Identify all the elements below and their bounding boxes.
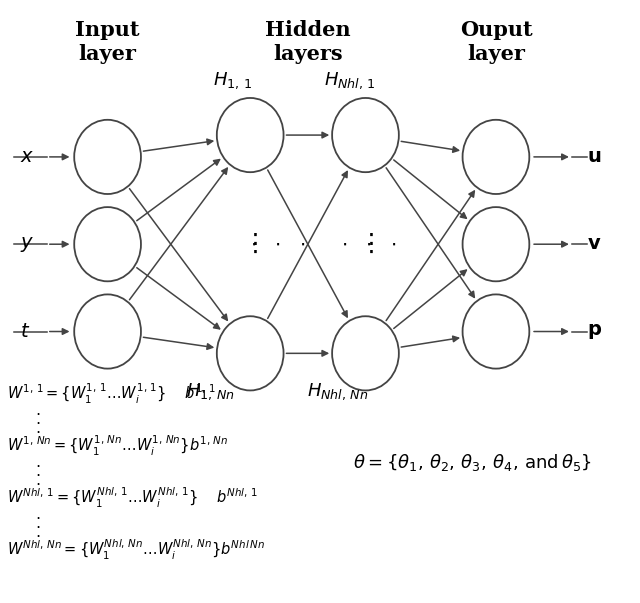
Text: $\cdot$: $\cdot$ bbox=[390, 235, 396, 253]
Text: $\cdot$: $\cdot$ bbox=[365, 235, 372, 253]
Text: $\mathbf{p}$: $\mathbf{p}$ bbox=[587, 322, 602, 341]
Text: $\cdot$: $\cdot$ bbox=[35, 466, 40, 483]
Text: $\cdot$: $\cdot$ bbox=[35, 475, 40, 492]
Text: $\cdot$: $\cdot$ bbox=[35, 456, 40, 474]
Text: $W^{1,\, Nn} = \{W^{1,\, Nn}_{1} \ldots W^{1,\, Nn}_{i}\}b^{1,\, Nn}$: $W^{1,\, Nn} = \{W^{1,\, Nn}_{1} \ldots … bbox=[8, 434, 229, 458]
Text: $\cdot$: $\cdot$ bbox=[35, 405, 40, 422]
Text: $\cdot$: $\cdot$ bbox=[275, 235, 280, 253]
Text: $H_{1,\, Nn}$: $H_{1,\, Nn}$ bbox=[186, 381, 235, 402]
Ellipse shape bbox=[217, 316, 284, 390]
Ellipse shape bbox=[74, 207, 141, 282]
Text: $\mathbf{v}$: $\mathbf{v}$ bbox=[587, 235, 602, 253]
Text: $W^{Nhl,\, Nn} = \{W^{Nhl,\, Nn}_{1} \ldots W^{Nhl,\, Nn}_{i}\} b^{Nhl\, Nn}$: $W^{Nhl,\, Nn} = \{W^{Nhl,\, Nn}_{1} \ld… bbox=[8, 538, 266, 562]
Text: $\cdot$: $\cdot$ bbox=[35, 414, 40, 431]
Text: $t$: $t$ bbox=[20, 323, 30, 341]
Text: $\cdot$: $\cdot$ bbox=[35, 423, 40, 440]
Text: Hidden
layers: Hidden layers bbox=[265, 21, 351, 64]
Ellipse shape bbox=[332, 98, 399, 172]
Text: $x$: $x$ bbox=[20, 148, 34, 166]
Text: $\cdot$: $\cdot$ bbox=[35, 508, 40, 526]
Text: $W^{1,\, 1} = \{W^{1,\, 1}_{1} \ldots W^{1,\, 1}_{i}\}$    $b^{1,\, 1}$: $W^{1,\, 1} = \{W^{1,\, 1}_{1} \ldots W^… bbox=[8, 382, 216, 406]
Text: $\cdot$: $\cdot$ bbox=[299, 235, 305, 253]
Text: $\mathbf{u}$: $\mathbf{u}$ bbox=[587, 148, 601, 166]
Text: $\theta = \{\theta_1,\, \theta_2,\, \theta_3,\, \theta_4,\, \mathrm{and}\, \thet: $\theta = \{\theta_1,\, \theta_2,\, \the… bbox=[353, 452, 592, 473]
Text: $\cdot$: $\cdot$ bbox=[341, 235, 348, 253]
Text: $H_{Nhl,\, 1}$: $H_{Nhl,\, 1}$ bbox=[324, 70, 376, 91]
Ellipse shape bbox=[463, 294, 529, 368]
Text: Input
layer: Input layer bbox=[76, 21, 140, 64]
Ellipse shape bbox=[74, 120, 141, 194]
Ellipse shape bbox=[463, 207, 529, 282]
Text: $\vdots$: $\vdots$ bbox=[358, 233, 373, 256]
Text: $H_{Nhl,\, Nn}$: $H_{Nhl,\, Nn}$ bbox=[307, 381, 369, 402]
Ellipse shape bbox=[463, 120, 529, 194]
Ellipse shape bbox=[217, 98, 284, 172]
Text: Ouput
layer: Ouput layer bbox=[460, 21, 532, 64]
Text: $\cdot$: $\cdot$ bbox=[250, 235, 256, 253]
Text: $y$: $y$ bbox=[20, 235, 34, 254]
Text: $\vdots$: $\vdots$ bbox=[243, 233, 258, 256]
Ellipse shape bbox=[74, 294, 141, 368]
Ellipse shape bbox=[332, 316, 399, 390]
Text: $\cdot$: $\cdot$ bbox=[35, 527, 40, 544]
Text: $W^{Nhl,\, 1} = \{W^{Nhl,\, 1}_{1} \ldots W^{Nhl,\, 1}_{i}\}$    $b^{Nhl,\, 1}$: $W^{Nhl,\, 1} = \{W^{Nhl,\, 1}_{1} \ldot… bbox=[8, 486, 259, 510]
Text: $H_{1,\, 1}$: $H_{1,\, 1}$ bbox=[212, 70, 252, 91]
Text: $\cdot$: $\cdot$ bbox=[35, 518, 40, 535]
